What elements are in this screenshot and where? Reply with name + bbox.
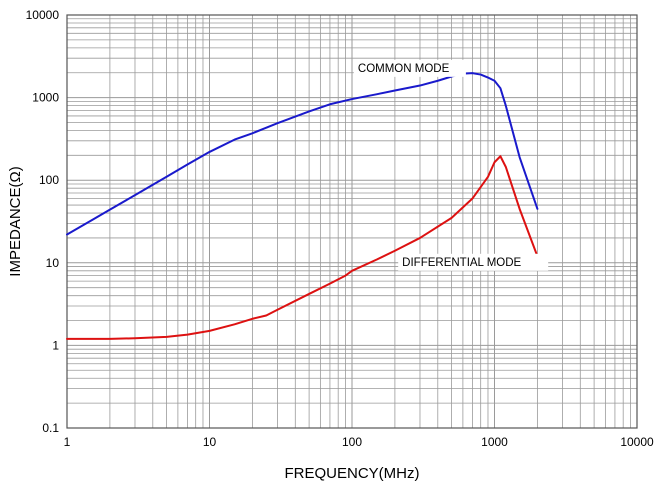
x-axis-title: FREQUENCY(MHz) [285,465,420,482]
series-label-background [398,253,549,271]
x-tick-label: 100 [342,435,362,449]
y-tick-label: 1 [52,338,59,352]
series-labels: COMMON MODE DIFFERENTIAL MODE [353,59,549,271]
y-tick-label: 10000 [26,8,60,22]
x-tick-label: 1000 [481,435,508,449]
series-label-differential-mode: DIFFERENTIAL MODE [402,257,521,269]
x-tick-labels: 1 10 100 1000 10000 [64,435,654,449]
y-tick-label: 1000 [32,91,59,105]
y-tick-label: 100 [39,173,59,187]
series-label-common-mode: COMMON MODE [358,63,450,75]
series-lines [66,72,539,340]
series-label-background [353,59,466,77]
series-line-differential-mode [66,155,539,340]
x-tick-label: 10 [203,435,217,449]
y-axis-title: IMPEDANCE(Ω) [7,166,24,276]
y-tick-label: 10 [46,256,60,270]
plot-frame [66,14,638,429]
series-line-common-mode [66,72,539,236]
x-tick-label: 10000 [620,435,654,449]
grid [66,15,637,429]
x-tick-label: 1 [64,435,71,449]
y-tick-labels: 0.1 1 10 100 1000 10000 [26,8,60,435]
y-tick-label: 0.1 [42,421,59,435]
